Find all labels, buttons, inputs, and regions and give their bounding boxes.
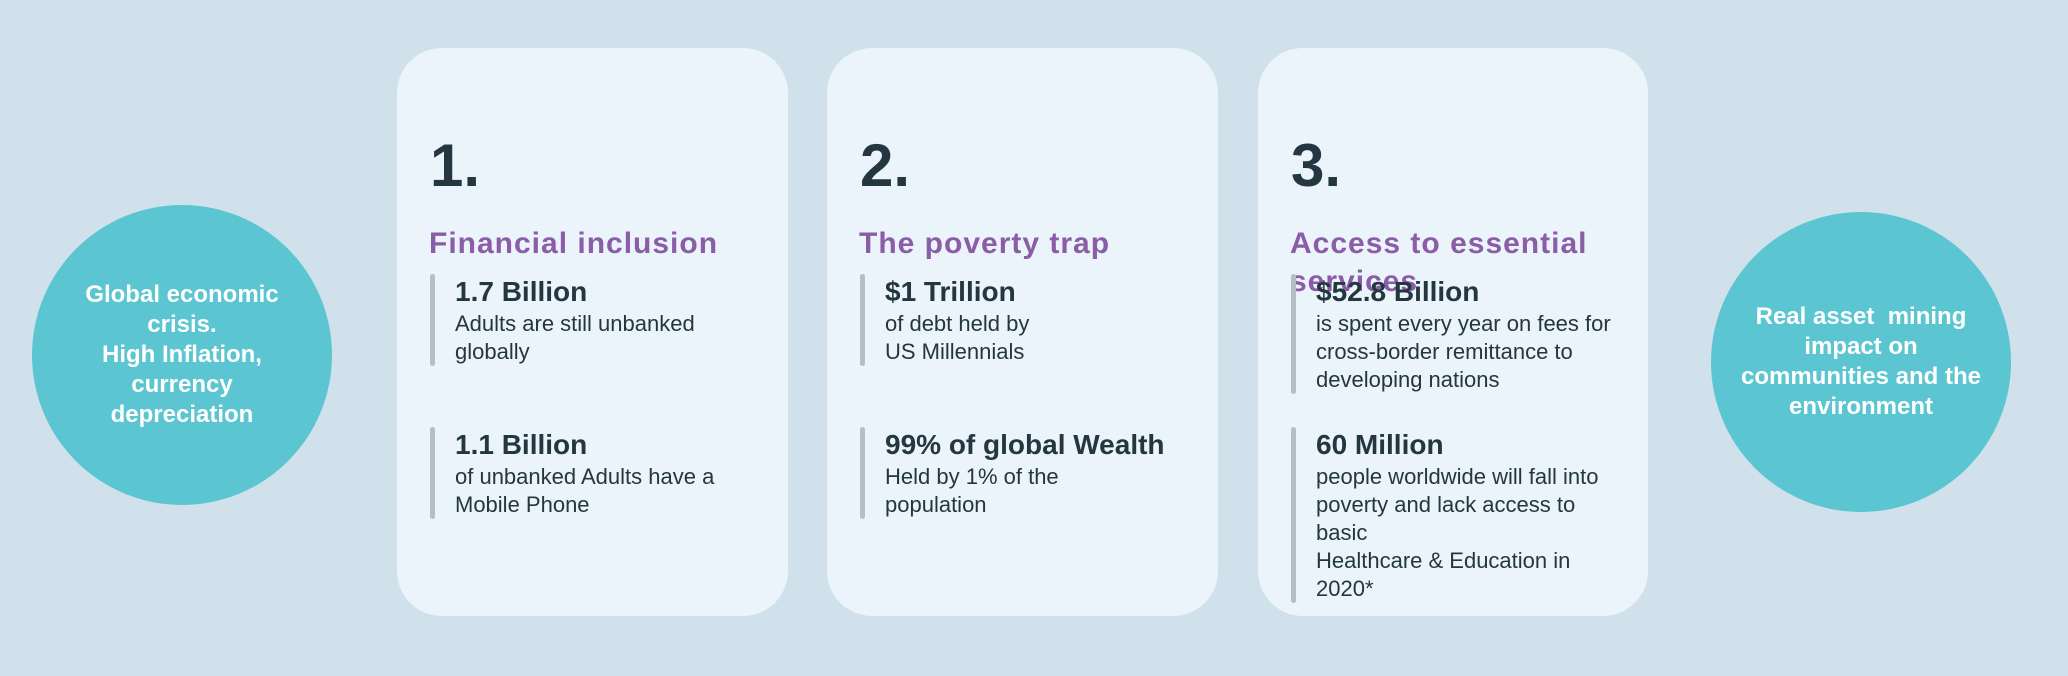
card-financial-inclusion: 1. Financial inclusion 1.7 Billion Adult…: [397, 48, 788, 616]
stat-block: 99% of global Wealth Held by 1% of the p…: [860, 427, 1202, 519]
stat-accent-bar: [430, 274, 435, 366]
card-access-essential-services: 3. Access to essential services $52.8 Bi…: [1258, 48, 1648, 616]
stat-block: $1 Trillion of debt held by US Millennia…: [860, 274, 1202, 366]
stat-content: $1 Trillion of debt held by US Millennia…: [885, 274, 1029, 366]
card-number: 3.: [1291, 132, 1342, 199]
stat-content: 1.1 Billion of unbanked Adults have a Mo…: [455, 427, 714, 519]
stat-value: 60 Million: [1316, 429, 1444, 460]
stat-description: Held by 1% of the population: [885, 464, 1059, 517]
stat-description: of debt held by US Millennials: [885, 311, 1030, 364]
stat-content: 60 Million people worldwide will fall in…: [1316, 427, 1632, 603]
stat-accent-bar: [860, 427, 865, 519]
stat-description: is spent every year on fees for cross-bo…: [1316, 311, 1611, 392]
left-circle: Global economic crisis. High Inflation, …: [32, 205, 332, 505]
stat-content: 99% of global Wealth Held by 1% of the p…: [885, 427, 1165, 519]
card-number: 1.: [430, 132, 481, 199]
stat-value: $52.8 Billion: [1316, 276, 1480, 307]
card-heading: The poverty trap: [859, 227, 1111, 260]
stat-value: $1 Trillion: [885, 276, 1016, 307]
stat-value: 1.1 Billion: [455, 429, 588, 460]
stat-description: people worldwide will fall into poverty …: [1316, 464, 1599, 601]
stat-block: 1.7 Billion Adults are still unbanked gl…: [430, 274, 772, 366]
stat-value: 1.7 Billion: [455, 276, 588, 307]
stat-block: $52.8 Billion is spent every year on fee…: [1291, 274, 1632, 394]
right-circle: Real asset mining impact on communities …: [1711, 212, 2011, 512]
stat-content: 1.7 Billion Adults are still unbanked gl…: [455, 274, 695, 366]
card-heading: Financial inclusion: [429, 227, 719, 260]
stat-value: 99% of global Wealth: [885, 429, 1165, 460]
stat-block: 60 Million people worldwide will fall in…: [1291, 427, 1632, 603]
left-circle-text: Global economic crisis. High Inflation, …: [85, 281, 279, 428]
stat-accent-bar: [1291, 274, 1296, 394]
stat-description: of unbanked Adults have a Mobile Phone: [455, 464, 715, 517]
stat-block: 1.1 Billion of unbanked Adults have a Mo…: [430, 427, 772, 519]
stat-description: Adults are still unbanked globally: [455, 311, 695, 364]
stat-accent-bar: [430, 427, 435, 519]
card-heading: Access to essential services: [1290, 227, 1588, 298]
card-poverty-trap: 2. The poverty trap $1 Trillion of debt …: [827, 48, 1218, 616]
card-number: 2.: [860, 132, 911, 199]
stat-accent-bar: [860, 274, 865, 366]
right-circle-text: Real asset mining impact on communities …: [1740, 303, 1982, 420]
stat-accent-bar: [1291, 427, 1296, 603]
stat-content: $52.8 Billion is spent every year on fee…: [1316, 274, 1611, 394]
